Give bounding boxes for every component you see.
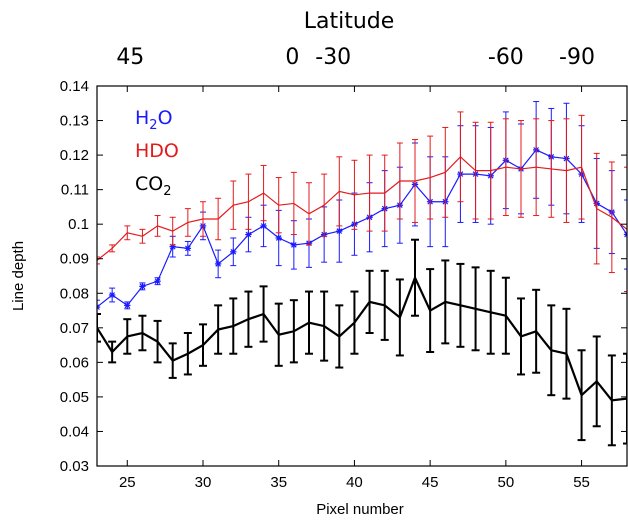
error-bar bbox=[624, 199, 627, 270]
y-tick-label: 0.07 bbox=[60, 320, 89, 337]
y-tick-label: 0.12 bbox=[60, 147, 89, 164]
data-point bbox=[154, 277, 161, 285]
y-axis-ticks: 0.03 0.04 0.05 0.06 0.07 0.08 0.09 0.1 0.11 0.12 0… bbox=[60, 78, 627, 475]
data-point bbox=[108, 291, 116, 299]
x-tick-label: 25 bbox=[119, 474, 136, 491]
top-tick-label: -60 bbox=[488, 45, 524, 70]
top-tick-label: 45 bbox=[116, 45, 144, 70]
error-bar bbox=[97, 313, 101, 343]
legend-label-subscript: 2 bbox=[149, 118, 157, 133]
series-h2o bbox=[97, 101, 627, 315]
error-bar bbox=[624, 166, 627, 293]
top-axis-title: Latitude bbox=[304, 9, 395, 34]
top-tick-label: 0 bbox=[285, 45, 299, 70]
y-tick-label: 0.14 bbox=[60, 78, 89, 95]
top-tick-label: -30 bbox=[315, 45, 351, 70]
legend-item-h2o: H2O bbox=[135, 107, 173, 133]
data-point bbox=[214, 260, 222, 268]
y-tick-label: 0.1 bbox=[68, 216, 89, 233]
data-point bbox=[97, 303, 101, 311]
y-tick-label: 0.04 bbox=[60, 423, 89, 440]
series-hdo bbox=[97, 111, 627, 293]
legend-label-main: H bbox=[135, 107, 149, 129]
y-tick-label: 0.08 bbox=[60, 285, 89, 302]
legend-label-tail: O bbox=[158, 107, 173, 129]
error-bar bbox=[623, 352, 627, 445]
x-tick-label: 45 bbox=[422, 474, 439, 491]
data-point bbox=[230, 248, 237, 256]
legend-item-co2: CO2 bbox=[135, 173, 172, 199]
y-tick-label: 0.06 bbox=[60, 354, 89, 371]
legend-item-hdo: HDO bbox=[135, 140, 179, 162]
data-point bbox=[275, 234, 282, 242]
data-point bbox=[184, 245, 192, 252]
y-tick-label: 0.03 bbox=[60, 458, 89, 475]
data-point bbox=[336, 227, 343, 235]
data-point bbox=[139, 283, 146, 290]
plot-frame bbox=[96, 85, 628, 467]
x-tick-label: 35 bbox=[270, 474, 287, 491]
y-axis-title: Line depth bbox=[10, 241, 27, 311]
data-point bbox=[623, 231, 627, 238]
x-tick-label: 55 bbox=[573, 474, 590, 491]
top-tick-label: -90 bbox=[559, 45, 595, 70]
data-point bbox=[245, 231, 252, 238]
x-tick-label: 40 bbox=[346, 474, 363, 491]
legend-label-main: CO bbox=[135, 173, 163, 195]
series-co2 bbox=[97, 238, 627, 447]
y-tick-label: 0.09 bbox=[60, 251, 89, 268]
error-bar bbox=[97, 256, 100, 265]
x-tick-label: 30 bbox=[195, 474, 212, 491]
series-line bbox=[97, 155, 627, 261]
x-axis-title: Pixel number bbox=[316, 501, 404, 518]
legend-label-main: HDO bbox=[135, 140, 179, 162]
y-tick-label: 0.13 bbox=[60, 113, 89, 130]
x-tick-label: 50 bbox=[498, 474, 515, 491]
data-point bbox=[290, 241, 298, 249]
data-point bbox=[124, 302, 131, 309]
series-line bbox=[97, 274, 627, 402]
y-tick-label: 0.05 bbox=[60, 389, 89, 406]
y-tick-label: 0.11 bbox=[61, 182, 89, 199]
legend-label-subscript: 2 bbox=[163, 184, 171, 199]
x-axis-ticks: 25 30 35 40 45 50 55 bbox=[119, 86, 590, 491]
series-layer bbox=[97, 101, 627, 447]
data-point bbox=[260, 222, 267, 230]
top-axis-ticks: 45 0 -30 -60 -90 bbox=[116, 45, 595, 70]
